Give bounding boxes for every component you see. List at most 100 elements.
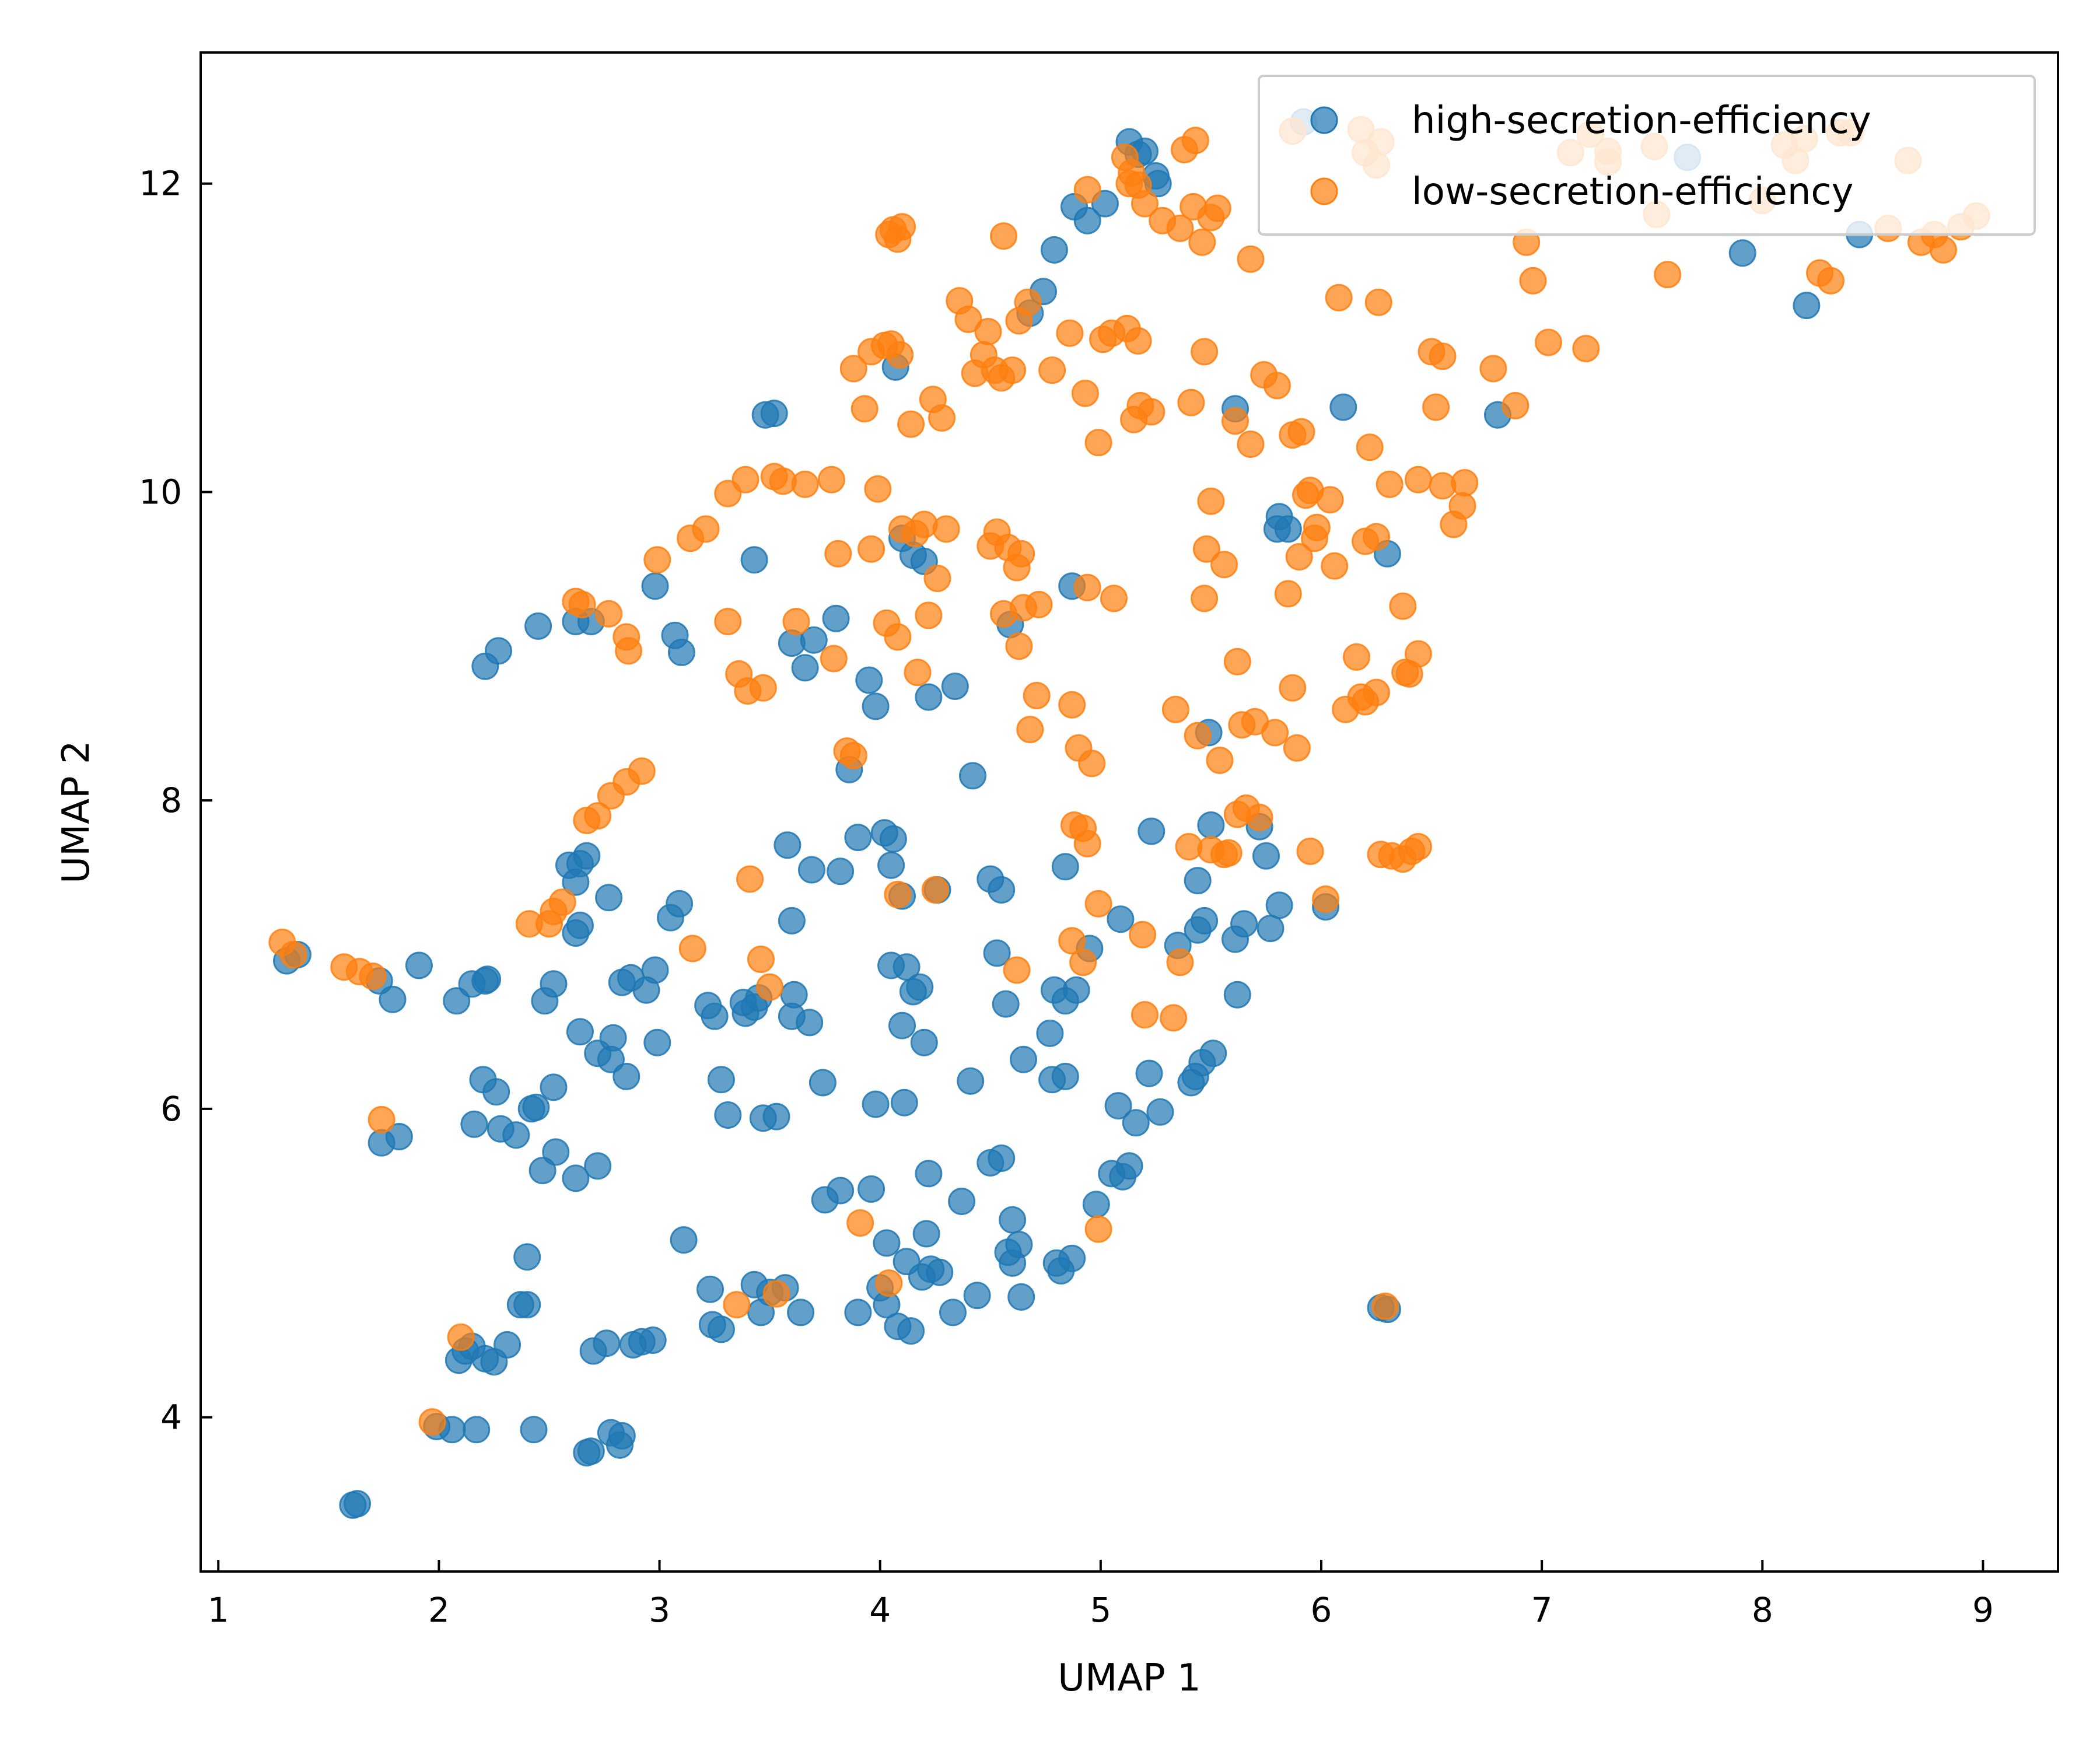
point-low-secretion: [1138, 398, 1166, 426]
point-low-secretion: [568, 590, 596, 618]
point-high-secretion: [1146, 1098, 1174, 1126]
point-high-secretion: [485, 637, 512, 665]
point-low-secretion: [1261, 719, 1289, 747]
point-high-secretion: [1082, 1191, 1110, 1219]
point-low-secretion: [1115, 170, 1143, 198]
point-high-secretion: [1051, 1062, 1079, 1090]
y-tick-label: 8: [160, 780, 182, 820]
point-low-secretion: [921, 876, 949, 904]
point-high-secretion: [844, 1298, 872, 1326]
point-low-secretion: [1422, 393, 1450, 421]
point-high-secretion: [1135, 1059, 1163, 1087]
point-low-secretion: [1429, 342, 1457, 370]
point-low-secretion: [1073, 573, 1101, 601]
point-high-secretion: [780, 981, 808, 1009]
point-low-secretion: [910, 510, 938, 538]
point-low-secretion: [1131, 190, 1158, 218]
point-low-secretion: [1184, 722, 1212, 750]
point-low-secretion: [628, 757, 656, 785]
point-low-secretion: [1023, 681, 1051, 709]
point-low-secretion: [974, 318, 1002, 345]
point-high-secretion: [890, 1088, 918, 1116]
point-low-secretion: [723, 1291, 751, 1319]
x-tick-label: 9: [1972, 1590, 1994, 1630]
point-low-secretion: [1519, 267, 1547, 295]
point-low-secretion: [1502, 391, 1530, 419]
point-high-secretion: [941, 673, 969, 700]
point-high-secretion: [1051, 853, 1079, 881]
point-high-secretion: [888, 1012, 916, 1040]
point-high-secretion: [1265, 891, 1293, 919]
point-high-secretion: [798, 856, 825, 884]
point-low-secretion: [1287, 418, 1315, 446]
point-low-secretion: [1223, 648, 1251, 676]
point-high-secretion: [714, 1101, 742, 1129]
point-low-secretion: [820, 645, 848, 673]
point-high-secretion: [762, 1102, 790, 1130]
point-low-secretion: [1206, 746, 1234, 774]
point-low-secretion: [884, 623, 912, 651]
point-low-secretion: [1237, 245, 1265, 273]
point-high-secretion: [800, 626, 828, 654]
x-tick-label: 5: [1090, 1590, 1111, 1630]
point-low-secretion: [897, 410, 925, 438]
point-low-secretion: [1404, 640, 1432, 668]
point-low-secretion: [1222, 407, 1249, 435]
point-low-secretion: [714, 608, 742, 635]
point-high-secretion: [707, 1066, 735, 1094]
point-low-secretion: [839, 742, 867, 769]
point-low-secretion: [1124, 327, 1152, 355]
point-low-secretion: [858, 535, 886, 563]
point-high-secretion: [1728, 239, 1756, 267]
point-low-secretion: [904, 659, 932, 687]
point-low-secretion: [1363, 678, 1390, 706]
point-high-secretion: [999, 1206, 1027, 1234]
point-low-secretion: [1356, 433, 1384, 461]
point-high-secretion: [443, 987, 471, 1015]
point-low-secretion: [595, 600, 623, 628]
y-tick-label: 6: [160, 1089, 182, 1129]
point-low-secretion: [447, 1323, 475, 1351]
point-high-secretion: [1329, 393, 1357, 421]
y-tick-label: 4: [160, 1398, 182, 1437]
point-low-secretion: [1069, 814, 1097, 842]
point-low-secretion: [1296, 837, 1324, 865]
point-high-secretion: [873, 1229, 901, 1257]
point-low-secretion: [1214, 839, 1242, 867]
point-low-secretion: [1005, 632, 1033, 660]
point-low-secretion: [584, 802, 612, 830]
point-high-secretion: [1793, 292, 1821, 320]
point-high-secretion: [502, 1121, 530, 1149]
point-low-secretion: [756, 973, 784, 1001]
point-low-secretion: [923, 565, 951, 592]
point-high-secretion: [992, 990, 1020, 1018]
point-low-secretion: [1084, 429, 1112, 457]
point-low-secretion: [977, 532, 1005, 560]
x-tick-label: 3: [649, 1590, 670, 1630]
point-high-secretion: [844, 824, 872, 852]
point-high-secretion: [963, 1282, 991, 1310]
point-low-secretion: [850, 395, 878, 423]
point-low-secretion: [954, 305, 982, 333]
point-low-secretion: [1274, 580, 1302, 608]
point-high-secretion: [988, 876, 1016, 904]
point-low-secretion: [1535, 328, 1562, 356]
x-axis-label: UMAP 1: [1058, 1657, 1201, 1700]
point-low-secretion: [643, 546, 671, 574]
point-high-secretion: [1252, 842, 1280, 870]
point-low-secretion: [1237, 430, 1265, 458]
point-high-secretion: [1107, 905, 1135, 933]
point-high-secretion: [667, 638, 695, 666]
point-high-secretion: [577, 1437, 605, 1465]
point-high-secretion: [988, 1144, 1016, 1172]
point-low-secretion: [875, 1269, 903, 1297]
point-low-secretion: [1100, 584, 1128, 612]
point-high-secretion: [957, 1067, 985, 1095]
point-high-secretion: [494, 1331, 522, 1359]
point-low-secretion: [1316, 486, 1344, 514]
point-low-secretion: [791, 470, 819, 498]
point-low-secretion: [1279, 674, 1307, 702]
point-high-secretion: [460, 1110, 488, 1138]
point-high-secretion: [344, 1490, 371, 1518]
